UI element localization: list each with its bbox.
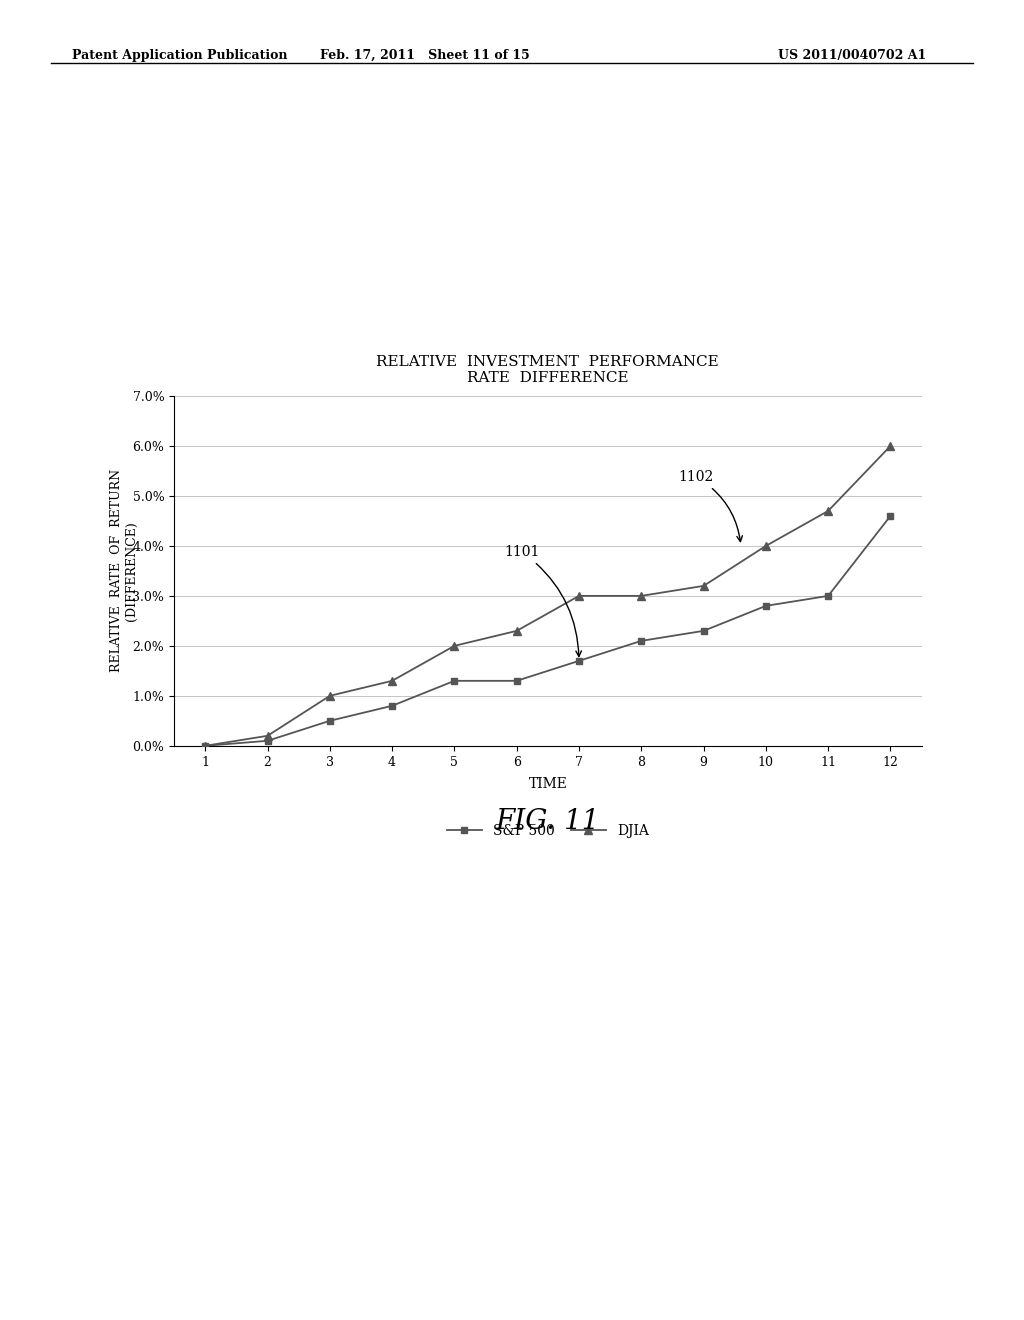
Y-axis label: RELATIVE  RATE  OF  RETURN
(DIFFERENCE): RELATIVE RATE OF RETURN (DIFFERENCE) bbox=[111, 470, 138, 672]
Legend: S&P 500, DJIA: S&P 500, DJIA bbox=[441, 818, 654, 843]
Text: Feb. 17, 2011   Sheet 11 of 15: Feb. 17, 2011 Sheet 11 of 15 bbox=[321, 49, 529, 62]
Text: 1102: 1102 bbox=[679, 470, 742, 541]
X-axis label: TIME: TIME bbox=[528, 777, 567, 791]
Title: RELATIVE  INVESTMENT  PERFORMANCE
RATE  DIFFERENCE: RELATIVE INVESTMENT PERFORMANCE RATE DIF… bbox=[377, 355, 719, 385]
Text: US 2011/0040702 A1: US 2011/0040702 A1 bbox=[778, 49, 927, 62]
Text: Patent Application Publication: Patent Application Publication bbox=[72, 49, 287, 62]
Text: FIG. 11: FIG. 11 bbox=[496, 808, 600, 834]
Text: 1101: 1101 bbox=[504, 545, 582, 656]
